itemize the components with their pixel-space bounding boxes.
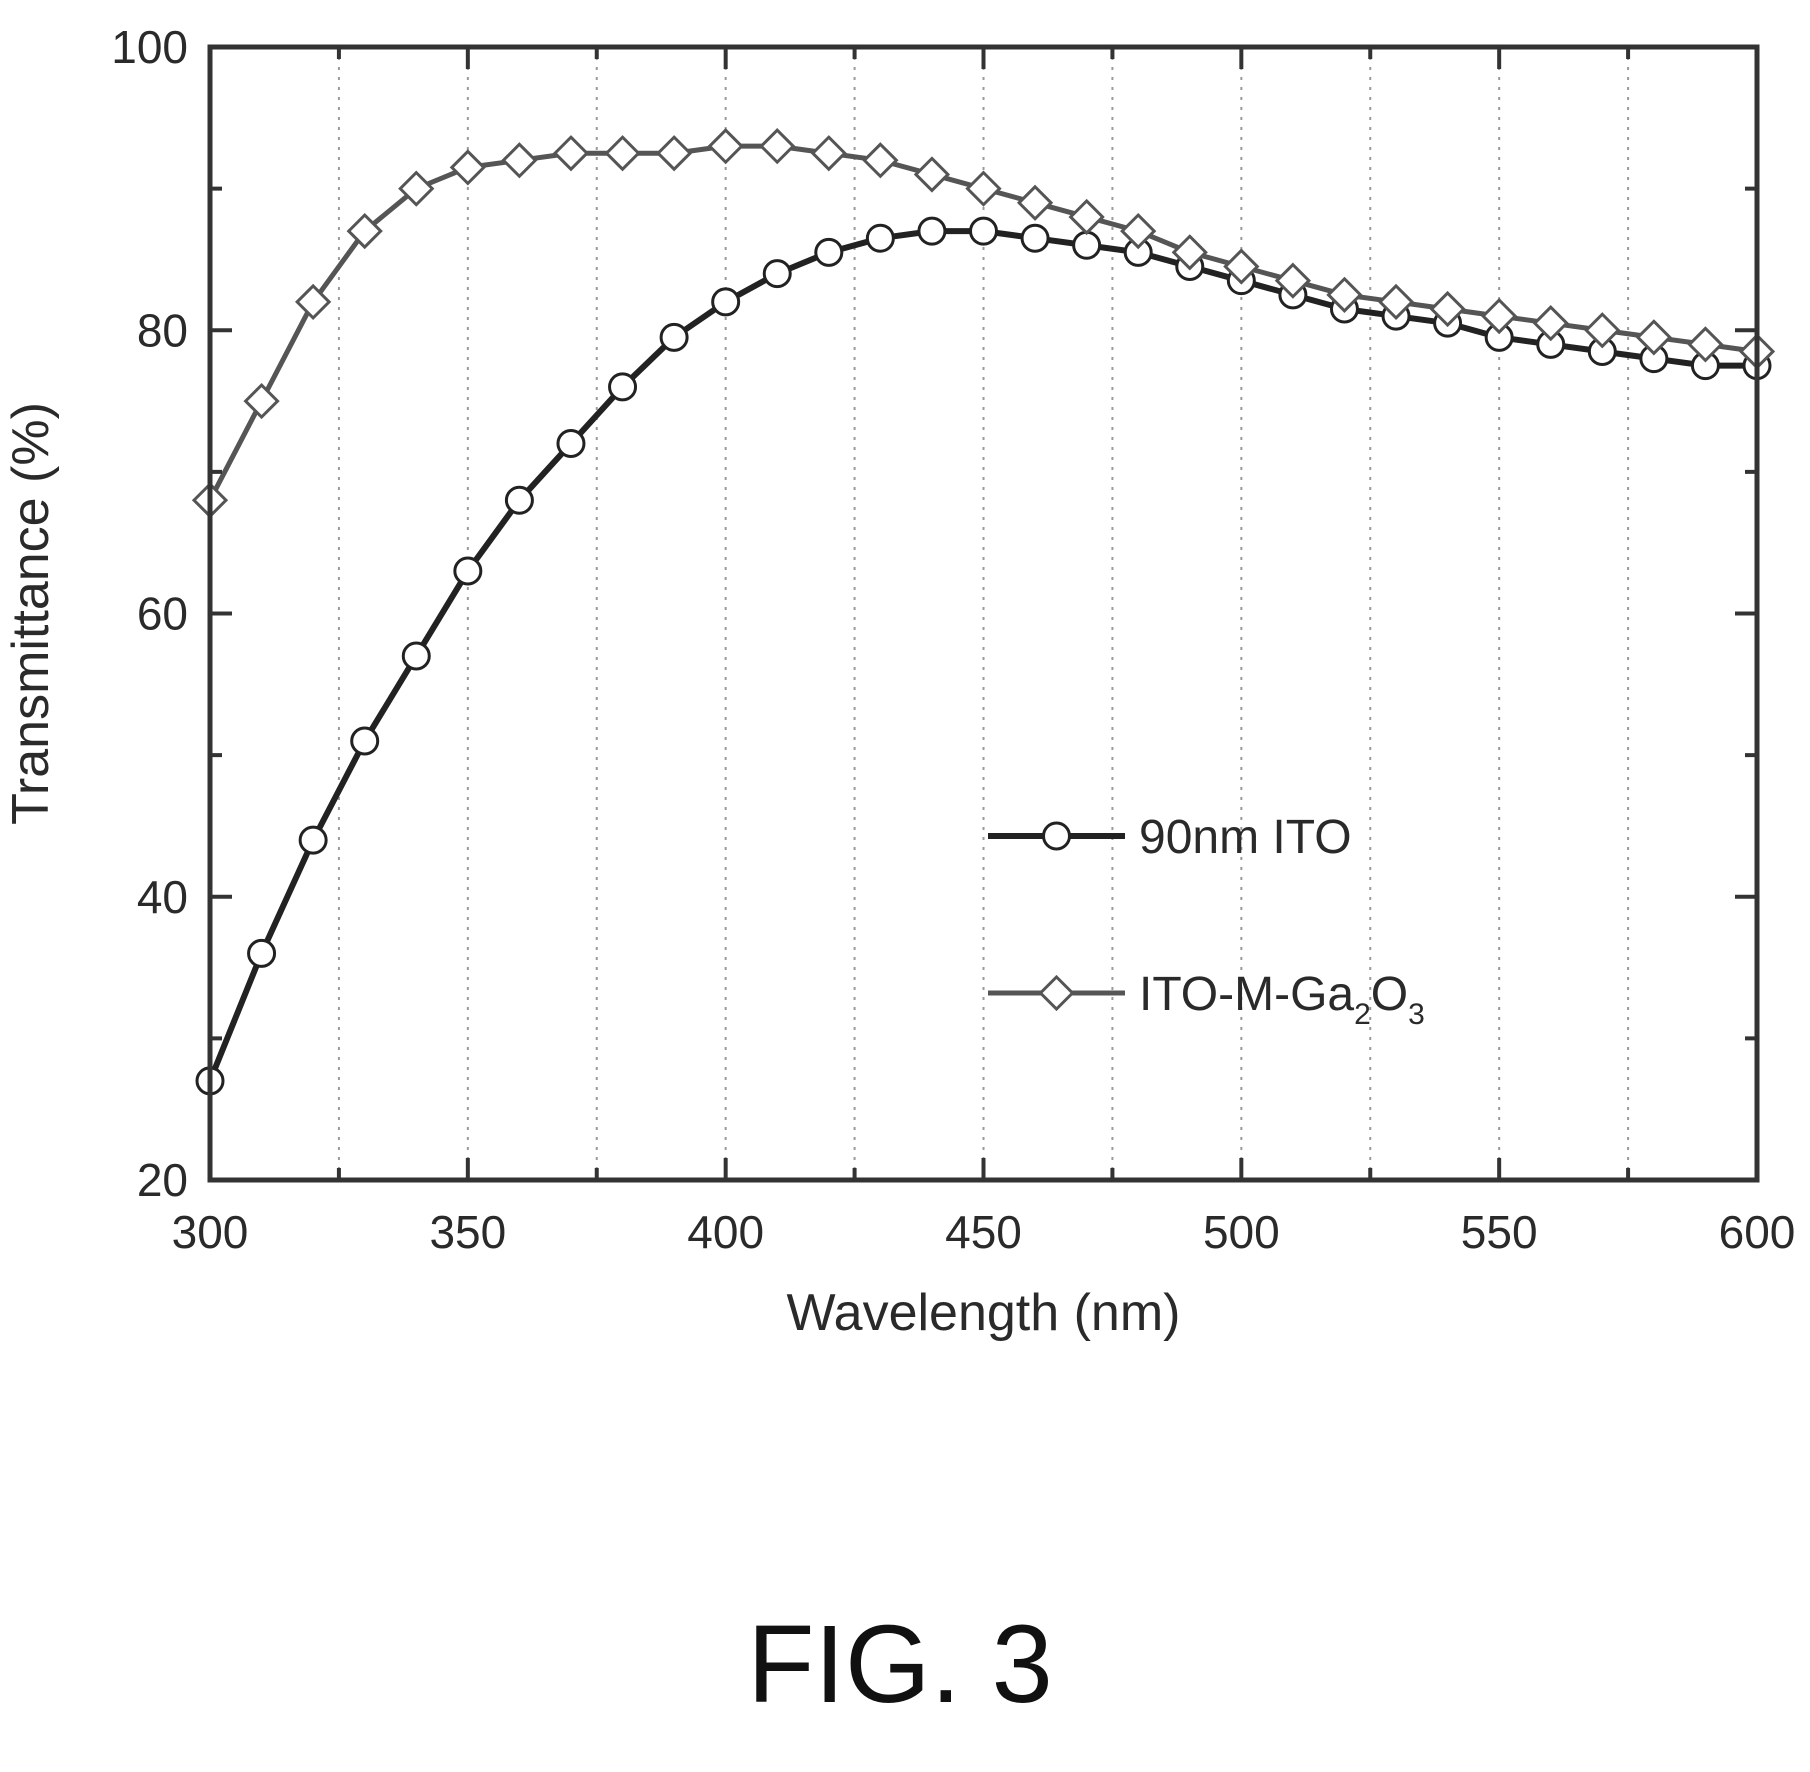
legend-item-90nm-ito: 90nm ITO <box>988 811 1352 864</box>
legend-marker-circle <box>1042 821 1071 851</box>
data-point-diamond <box>552 135 590 172</box>
series-layer <box>191 128 1776 1096</box>
data-point-circle <box>969 216 998 246</box>
data-point-diamond <box>1687 326 1724 363</box>
y-tick-label: 80 <box>137 304 188 356</box>
data-point-circle <box>453 556 483 586</box>
x-tick-label: 350 <box>429 1206 506 1258</box>
legend-label-o: O <box>1371 968 1408 1021</box>
legend-label-subscript-2: 2 <box>1354 998 1371 1031</box>
data-point-circle <box>298 825 328 855</box>
x-tick-label: 550 <box>1461 1206 1538 1258</box>
data-point-circle <box>814 237 844 267</box>
legend-marker-diamond <box>1038 974 1075 1012</box>
data-point-diamond <box>1532 305 1569 342</box>
x-tick-label: 500 <box>1203 1206 1280 1258</box>
figure-caption: FIG. 3 <box>747 1603 1053 1726</box>
legend-label-90nm-ito: 90nm ITO <box>1139 811 1352 864</box>
data-point-diamond <box>1377 283 1415 321</box>
data-point-diamond <box>346 212 383 250</box>
data-point-diamond <box>1120 212 1157 250</box>
data-point-diamond <box>1584 312 1621 349</box>
legend-item-ito-m-ga2o3: ITO-M-Ga2O3 <box>988 968 1425 1031</box>
x-axis-title: Wavelength (nm) <box>787 1284 1181 1342</box>
data-point-diamond <box>913 156 951 193</box>
data-point-diamond <box>707 128 744 165</box>
series-90nm-ito <box>195 216 1772 1096</box>
data-point-diamond <box>655 135 693 172</box>
data-point-circle <box>711 287 741 317</box>
data-point-circle <box>247 938 277 968</box>
legend-label-subscript-3: 3 <box>1408 998 1425 1031</box>
y-axis-title: Transmittance (%) <box>2 402 60 825</box>
data-point-diamond <box>1429 290 1466 328</box>
data-point-circle <box>504 485 534 515</box>
data-point-circle <box>401 641 431 671</box>
data-point-circle <box>556 429 586 459</box>
data-point-diamond <box>604 135 641 172</box>
data-point-diamond <box>449 149 486 186</box>
x-tick-label: 450 <box>945 1206 1022 1258</box>
data-point-diamond <box>810 135 847 172</box>
data-point-diamond <box>1223 248 1260 285</box>
data-point-circle <box>865 223 895 253</box>
data-point-circle <box>659 322 689 352</box>
legend: 90nm ITO ITO-M-Ga2O3 <box>988 811 1425 1031</box>
data-point-diamond <box>501 142 538 179</box>
data-point-circle <box>1020 223 1050 253</box>
data-point-diamond <box>243 382 280 420</box>
y-tick-label: 60 <box>137 588 188 640</box>
tick-labels: 300 350 400 450 500 550 600 20 40 60 80 100 <box>111 21 1795 1258</box>
x-tick-label: 400 <box>687 1206 764 1258</box>
data-point-circle <box>762 259 792 289</box>
data-point-diamond <box>965 170 1002 207</box>
data-point-diamond <box>1068 198 1105 236</box>
x-tick-label: 600 <box>1719 1206 1796 1258</box>
data-point-diamond <box>295 283 332 321</box>
data-point-diamond <box>1326 276 1363 313</box>
y-tick-label: 20 <box>137 1154 188 1206</box>
data-point-circle <box>608 372 638 402</box>
data-point-circle <box>350 726 380 756</box>
legend-label-main: ITO-M-Ga <box>1139 968 1354 1021</box>
legend-label-ito-m-ga2o3: ITO-M-Ga2O3 <box>1139 968 1425 1031</box>
data-point-diamond <box>862 142 899 179</box>
data-point-circle <box>1072 230 1102 260</box>
y-tick-label: 40 <box>137 871 188 923</box>
data-point-circle <box>917 216 947 246</box>
data-point-diamond <box>1481 297 1518 335</box>
data-point-diamond <box>1016 184 1054 221</box>
data-point-diamond <box>1171 234 1208 271</box>
data-point-diamond <box>398 170 435 207</box>
x-tick-label: 300 <box>172 1206 249 1258</box>
data-point-diamond <box>1635 319 1672 356</box>
y-tick-label: 100 <box>111 21 188 73</box>
data-point-diamond <box>1274 262 1312 299</box>
data-point-diamond <box>759 128 796 165</box>
axis-ticks <box>208 45 1759 1182</box>
series-ito-m-ga2o3 <box>191 128 1776 519</box>
